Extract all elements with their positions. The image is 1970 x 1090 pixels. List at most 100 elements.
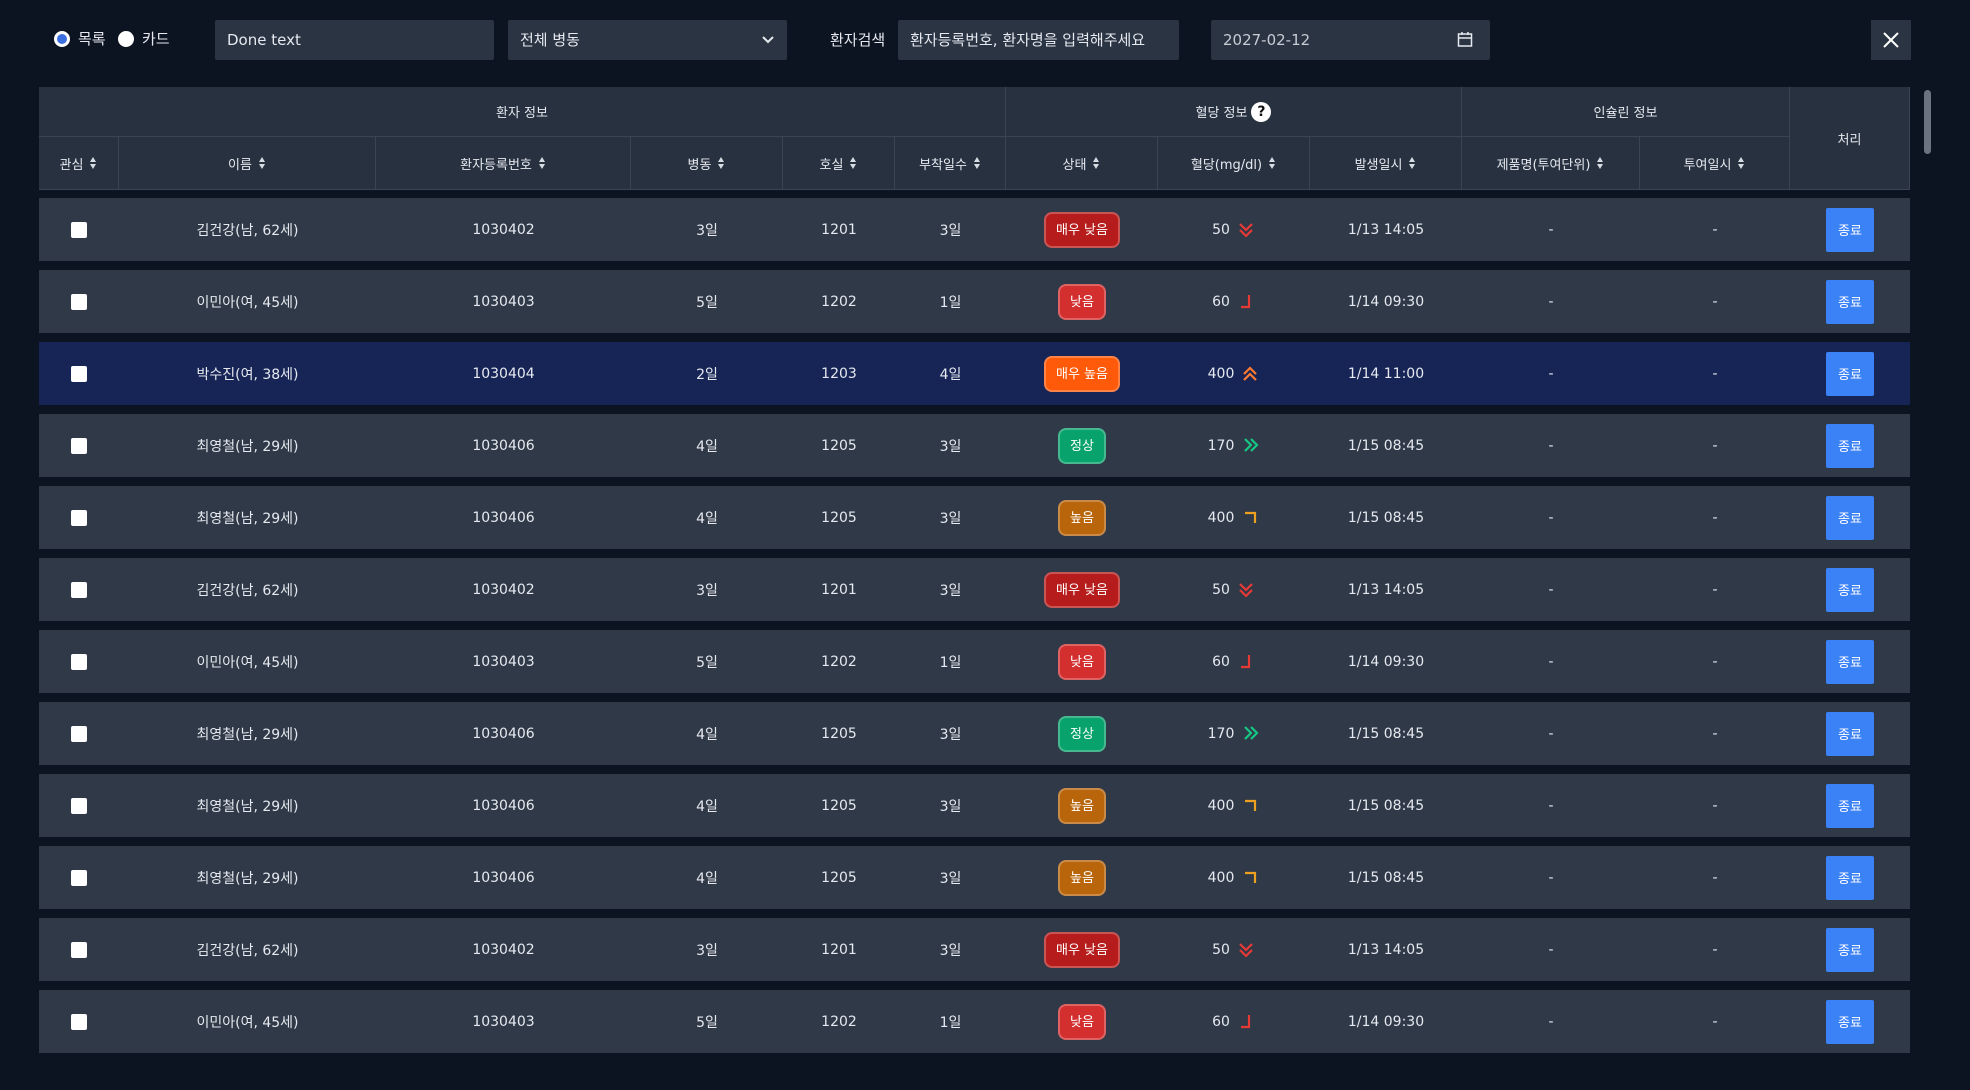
cell: 종료: [1790, 774, 1910, 837]
checkbox[interactable]: [71, 509, 87, 526]
column-title: 환자등록번호: [460, 157, 532, 173]
checkbox[interactable]: [71, 437, 87, 454]
radio-list[interactable]: [54, 31, 70, 47]
sort-icon: [850, 157, 857, 169]
cell: [39, 198, 119, 261]
ward-select[interactable]: 전체 병동: [508, 20, 787, 60]
table-row: 최영철(남, 29세) 1030406 4일 1205 3일 높음 400 1/15 08:4…: [39, 774, 1910, 837]
cell: -: [1640, 990, 1790, 1053]
name: 김건강(남, 62세): [196, 582, 299, 599]
name: 박수진(여, 38세): [196, 366, 299, 383]
cell: 1030402: [376, 918, 631, 981]
name: 최영철(남, 29세): [196, 438, 299, 455]
ward: 4일: [696, 798, 718, 815]
cell: [39, 558, 119, 621]
column-header[interactable]: 투여일시: [1640, 137, 1790, 190]
close-button[interactable]: [1871, 20, 1911, 60]
column-header[interactable]: 혈당(mg/dl): [1158, 137, 1310, 190]
cell: 이민아(여, 45세): [119, 630, 376, 693]
ward: 5일: [696, 294, 718, 311]
end-button[interactable]: 종료: [1826, 639, 1874, 684]
end-button[interactable]: 종료: [1826, 927, 1874, 972]
column-header[interactable]: 상태: [1006, 137, 1158, 190]
checkbox[interactable]: [71, 221, 87, 238]
group-header: 혈당 정보?: [1006, 87, 1462, 137]
cell: -: [1640, 774, 1790, 837]
cell: 1205: [783, 414, 895, 477]
column-header[interactable]: 환자등록번호: [376, 137, 631, 190]
table-row: 박수진(여, 38세) 1030404 2일 1203 4일 매우 높음 400 1/14 1…: [39, 342, 1910, 405]
search-input[interactable]: 환자등록번호, 환자명을 입력해주세요: [898, 20, 1179, 60]
cell: 낮음: [1006, 990, 1158, 1053]
cell: 1202: [783, 990, 895, 1053]
checkbox[interactable]: [71, 293, 87, 310]
given-time: -: [1712, 1013, 1718, 1030]
text-input[interactable]: Done text: [215, 20, 494, 60]
column-header[interactable]: 호실: [783, 137, 895, 190]
end-button[interactable]: 종료: [1826, 423, 1874, 468]
end-button[interactable]: 종료: [1826, 855, 1874, 900]
product: -: [1548, 293, 1554, 310]
end-button[interactable]: 종료: [1826, 351, 1874, 396]
patient-id: 1030402: [472, 581, 535, 598]
name: 최영철(남, 29세): [196, 510, 299, 527]
end-button[interactable]: 종료: [1826, 711, 1874, 756]
glucose-value: 400: [1207, 365, 1235, 382]
column-header[interactable]: 발생일시: [1310, 137, 1462, 190]
column-header[interactable]: 제품명(투여단위): [1462, 137, 1640, 190]
cell: 1030406: [376, 846, 631, 909]
cell: 1030406: [376, 702, 631, 765]
end-button[interactable]: 종료: [1826, 495, 1874, 540]
column-header[interactable]: 병동: [631, 137, 783, 190]
table-row: 이민아(여, 45세) 1030403 5일 1202 1일 낮음 60 1/14 09:30…: [39, 270, 1910, 333]
trend-icon: [1239, 582, 1253, 598]
column-title: 부착일수: [919, 157, 967, 173]
sort-icon: [90, 157, 97, 169]
event-time: 1/15 08:45: [1347, 509, 1425, 526]
cell: 종료: [1790, 486, 1910, 549]
checkbox[interactable]: [71, 869, 87, 886]
column-header[interactable]: 부착일수: [895, 137, 1006, 190]
given-time: -: [1712, 221, 1718, 238]
room: 1202: [821, 293, 857, 310]
column-header[interactable]: 관심: [39, 137, 119, 190]
trend-icon: [1240, 294, 1251, 308]
checkbox[interactable]: [71, 653, 87, 670]
checkbox[interactable]: [71, 581, 87, 598]
radio-card[interactable]: [118, 31, 134, 47]
glucose-value: 170: [1207, 725, 1235, 742]
end-button[interactable]: 종료: [1826, 279, 1874, 324]
days: 4일: [939, 366, 962, 383]
checkbox[interactable]: [71, 941, 87, 958]
cell: 낮음: [1006, 630, 1158, 693]
checkbox[interactable]: [71, 1013, 87, 1030]
days: 1일: [939, 654, 962, 671]
date-input[interactable]: 2027-02-12: [1211, 20, 1490, 60]
cell: 박수진(여, 38세): [119, 342, 376, 405]
product: -: [1548, 437, 1554, 454]
table-row: 최영철(남, 29세) 1030406 4일 1205 3일 정상 170 1/15 08:4…: [39, 414, 1910, 477]
cell: 1205: [783, 702, 895, 765]
column-header[interactable]: 이름: [119, 137, 376, 190]
checkbox[interactable]: [71, 725, 87, 742]
help-icon[interactable]: ?: [1251, 101, 1272, 122]
cell: 종료: [1790, 702, 1910, 765]
cell: 1205: [783, 774, 895, 837]
given-time: -: [1712, 293, 1718, 310]
cell: 매우 높음: [1006, 342, 1158, 405]
checkbox[interactable]: [71, 797, 87, 814]
end-button[interactable]: 종료: [1826, 783, 1874, 828]
sort-icon: [538, 157, 546, 169]
group-header: 처리: [1790, 87, 1910, 190]
trend-icon: [1239, 942, 1253, 958]
scrollbar-thumb[interactable]: [1924, 90, 1931, 154]
event-time: 1/15 08:45: [1347, 797, 1425, 814]
checkbox[interactable]: [71, 365, 87, 382]
end-button[interactable]: 종료: [1826, 567, 1874, 612]
end-button[interactable]: 종료: [1826, 999, 1874, 1044]
glucose-value: 400: [1207, 869, 1235, 886]
end-button[interactable]: 종료: [1826, 207, 1874, 252]
sort-icon: [258, 157, 266, 169]
room: 1201: [821, 941, 857, 958]
cell: 1030406: [376, 414, 631, 477]
